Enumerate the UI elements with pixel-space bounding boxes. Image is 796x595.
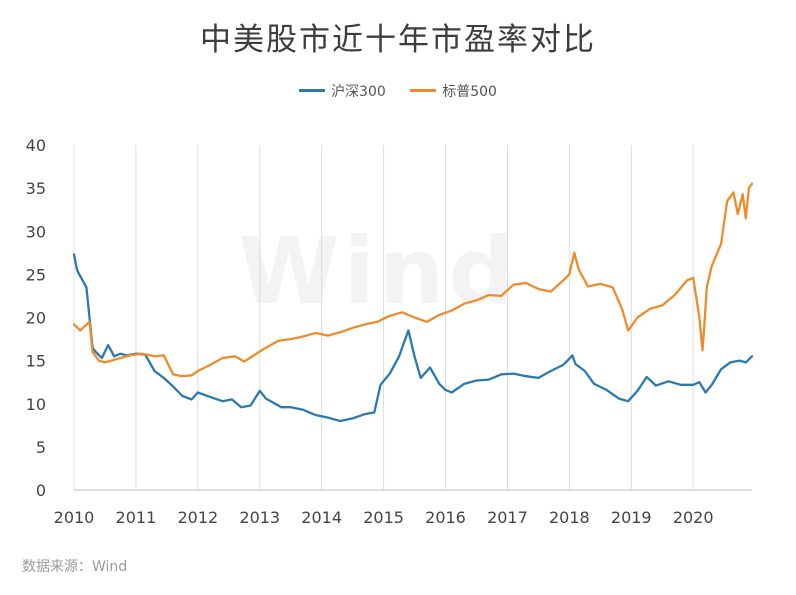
- legend-label-sp500: 标普500: [442, 83, 497, 100]
- source-note: 数据来源：Wind: [22, 559, 128, 575]
- series-line-sp500: [72, 182, 754, 378]
- x-tick-label: 2020: [673, 508, 714, 527]
- y-tick-label: 40: [26, 136, 46, 155]
- y-tick-label: 30: [26, 222, 46, 241]
- legend-swatch-sp500: [410, 89, 437, 92]
- legend-label-hs300: 沪深300: [331, 83, 386, 100]
- legend-item-hs300: 沪深300: [299, 81, 386, 101]
- y-tick-label: 35: [26, 179, 46, 198]
- x-tick-label: 2013: [239, 508, 280, 527]
- x-tick-label: 2015: [363, 508, 404, 527]
- y-tick-label: 0: [36, 481, 46, 500]
- legend-item-sp500: 标普500: [410, 81, 497, 101]
- y-tick-label: 10: [26, 395, 46, 414]
- series-line-hs300: [72, 253, 754, 423]
- x-tick-label: 2016: [425, 508, 466, 527]
- x-tick-label: 2010: [54, 508, 95, 527]
- x-tick-label: 2011: [116, 508, 157, 527]
- y-tick-label: 20: [26, 309, 46, 328]
- watermark: Wind: [238, 218, 518, 325]
- legend-swatch-hs300: [299, 89, 326, 92]
- x-tick-label: 2014: [301, 508, 342, 527]
- y-tick-label: 25: [26, 265, 46, 284]
- y-tick-label: 5: [36, 438, 46, 457]
- x-tick-label: 2012: [177, 508, 218, 527]
- y-tick-label: 15: [26, 352, 46, 371]
- legend: 沪深300 标普500: [0, 80, 796, 101]
- chart-title: 中美股市近十年市盈率对比: [200, 22, 596, 58]
- x-tick-label: 2018: [549, 508, 590, 527]
- x-tick-label: 2017: [487, 508, 528, 527]
- x-tick-label: 2019: [611, 508, 652, 527]
